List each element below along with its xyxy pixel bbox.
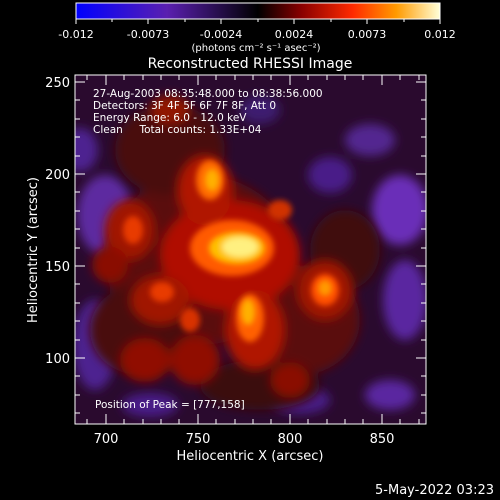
x-tick-labels: 700 750 800 850 [94,432,395,447]
solar-image [75,75,426,424]
colorbar-gradient [75,2,441,20]
x-tick-label: 700 [94,432,119,447]
y-tick-label: 150 [45,260,70,275]
colorbar-tick-label: -0.0024 [200,28,242,41]
plot-axes [74,74,427,425]
emission-red [92,95,353,398]
colorbar-tick-label: -0.012 [58,28,93,41]
colorbar-tick-label: -0.0073 [127,28,169,41]
x-tick-label: 750 [186,432,211,447]
colorbar-tick-label: 0.0073 [348,28,387,41]
image-title: Reconstructed RHESSI Image [148,56,353,72]
colorbar-tick-label: 0.012 [424,28,456,41]
y-tick-labels: 250 200 150 100 [45,76,70,367]
peak-position-label: Position of Peak = [777,158] [95,399,245,411]
colorbar-unit-label: (photons cm⁻² s⁻¹ asec⁻²) [191,43,320,54]
footer-timestamp: 5-May-2022 03:23 [375,483,494,498]
y-tick-label: 100 [45,352,70,367]
y-tick-label: 250 [45,76,70,91]
info-line: Clean Total counts: 1.33E+04 [93,124,262,136]
x-tick-label: 800 [278,432,303,447]
colorbar: -0.012 -0.0073 -0.0024 0.0024 0.0073 0.0… [58,2,456,54]
info-line: Detectors: 3F 4F 5F 6F 7F 8F, Att 0 [93,100,276,112]
y-axis-label: Heliocentric Y (arcsec) [26,177,41,323]
colorbar-tick-label: 0.0024 [275,28,314,41]
y-tick-label: 200 [45,168,70,183]
observation-info: 27-Aug-2003 08:35:48.000 to 08:38:56.000… [93,88,323,136]
emission-peak [205,169,332,325]
info-line: 27-Aug-2003 08:35:48.000 to 08:38:56.000 [93,88,323,100]
x-axis-label: Heliocentric X (arcsec) [177,449,324,464]
info-line: Energy Range: 6.0 - 12.0 keV [93,112,247,124]
x-tick-label: 850 [370,432,395,447]
